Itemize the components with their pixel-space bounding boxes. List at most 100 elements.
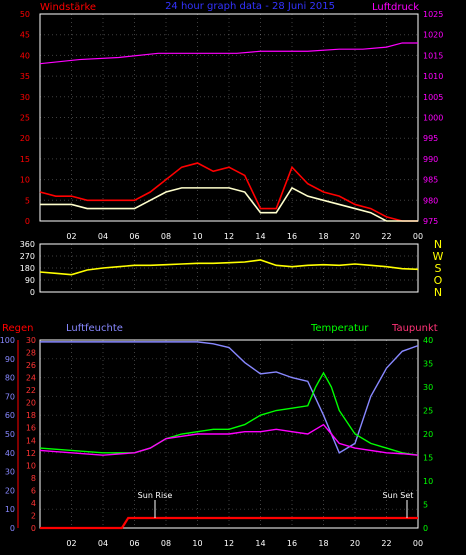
temp-tick-label: 15	[423, 454, 433, 463]
temp-tick-label: 35	[423, 360, 433, 369]
x-tick-label: 10	[192, 232, 202, 241]
series-direction	[39, 259, 419, 276]
y2-tick-label: 1025	[423, 10, 443, 19]
panel1-grid	[39, 13, 419, 222]
y2-tick-label: 1000	[423, 114, 443, 123]
panel2-grid	[39, 243, 419, 293]
panel3-x-axis: 02 04 06 08 10 12 14 16 18 20 22 00	[66, 539, 423, 548]
temp-tick-label: 40	[423, 336, 433, 345]
panel1-left-label: Windstärke	[40, 2, 96, 13]
x-tick-label: 08	[161, 539, 171, 548]
x-tick-label: 12	[224, 539, 234, 548]
x-tick-label: 12	[224, 232, 234, 241]
y-tick-label: 50	[20, 10, 30, 19]
y2-tick-label: 980	[423, 196, 438, 205]
y-tick-label: 270	[20, 252, 35, 261]
panel1-x-axis: 02 04 06 08 10 12 14 16 18 20 22 00	[66, 232, 423, 241]
y-tick-label: 90	[25, 276, 35, 285]
compass-label: N	[434, 286, 442, 299]
x-tick-label: 14	[255, 232, 265, 241]
y-tick-label: 20	[20, 134, 30, 143]
x-tick-label: 06	[129, 232, 139, 241]
panel3-annotations: Sun Rise Sun Set	[138, 491, 414, 518]
panel1-right-axis: 975 980 985 990 995 1000 1005 1010 1015 1020 1025	[423, 10, 443, 226]
y2-tick-label: 985	[423, 176, 438, 185]
humidity-tick-label: 20	[5, 486, 15, 495]
panel1-left-axis: 0 5 10 15 20 25 30 35 40 45 50	[20, 10, 30, 226]
y2-tick-label: 1015	[423, 51, 443, 60]
x-tick-label: 16	[287, 539, 297, 548]
x-tick-label: 18	[318, 539, 328, 548]
rain-tick-label: 16	[26, 424, 36, 433]
series-temperature	[39, 371, 419, 456]
y2-tick-label: 1010	[423, 72, 443, 81]
y-tick-label: 0	[30, 288, 35, 297]
humidity-tick-label: 60	[5, 411, 15, 420]
temp-tick-label: 5	[423, 501, 428, 510]
compass-label: N	[434, 238, 442, 251]
y-tick-label: 5	[25, 196, 30, 205]
panel3-temp-label: Temperatur	[310, 323, 369, 334]
humidity-tick-label: 70	[5, 392, 15, 401]
y-tick-label: 40	[20, 51, 30, 60]
humidity-tick-label: 80	[5, 374, 15, 383]
x-tick-label: 16	[287, 232, 297, 241]
panel3-rain-label: Regen	[2, 323, 34, 334]
rain-tick-label: 22	[26, 386, 36, 395]
x-tick-label: 04	[98, 539, 108, 548]
y-tick-label: 45	[20, 31, 30, 40]
rain-tick-label: 26	[26, 361, 36, 370]
humidity-tick-label: 40	[5, 449, 15, 458]
y-tick-label: 0	[25, 217, 30, 226]
rain-tick-label: 6	[31, 486, 36, 495]
y2-tick-label: 975	[423, 217, 438, 226]
x-tick-label: 20	[350, 539, 360, 548]
panel1-title: 24 hour graph data - 28 Juni 2015	[165, 1, 335, 12]
panel1-right-label: Luftdruck	[372, 2, 419, 13]
humidity-tick-label: 90	[5, 355, 15, 364]
x-tick-label: 04	[98, 232, 108, 241]
temp-tick-label: 25	[423, 407, 433, 416]
compass-label: O	[434, 274, 443, 287]
series-rain	[40, 516, 418, 530]
y2-tick-label: 995	[423, 134, 438, 143]
y-tick-label: 35	[20, 72, 30, 81]
series-wind_gust	[39, 162, 418, 222]
humidity-tick-label: 100	[0, 336, 15, 345]
x-tick-label: 14	[255, 539, 265, 548]
y-tick-label: 180	[20, 264, 35, 273]
x-tick-label: 06	[129, 539, 139, 548]
x-tick-label: 22	[381, 232, 391, 241]
humidity-tick-label: 10	[5, 505, 15, 514]
temp-tick-label: 10	[423, 477, 433, 486]
rain-tick-label: 24	[26, 374, 36, 383]
panel2-frame	[39, 243, 419, 293]
panel3-grid	[39, 339, 419, 529]
x-tick-label: 02	[66, 539, 76, 548]
y-tick-label: 30	[20, 93, 30, 102]
panel3-humidity-label: Luftfeuchte	[66, 323, 123, 334]
panel2-series	[39, 259, 419, 276]
rain-tick-label: 12	[26, 449, 36, 458]
temp-tick-label: 30	[423, 383, 433, 392]
humidity-tick-label: 30	[5, 468, 15, 477]
sunset-label: Sun Set	[383, 491, 414, 500]
panel3-left-axes: 0102030405060708090100024681012141618202…	[0, 336, 36, 533]
compass-label: W	[433, 250, 444, 263]
panel3-frame	[39, 339, 419, 529]
rain-tick-label: 8	[31, 474, 36, 483]
panel2-left-axis: 0 90 180 270 360	[20, 240, 35, 297]
panel3-right-axis: 0 5 10 15 20 25 30 35 40	[423, 336, 433, 533]
y2-tick-label: 1005	[423, 93, 443, 102]
compass-label: S	[435, 262, 442, 275]
x-tick-label: 08	[161, 232, 171, 241]
x-tick-label: 00	[413, 232, 423, 241]
x-tick-label: 18	[318, 232, 328, 241]
humidity-tick-label: 0	[10, 524, 15, 533]
rain-tick-label: 0	[31, 524, 36, 533]
rain-tick-label: 10	[26, 461, 36, 470]
temp-tick-label: 0	[423, 524, 428, 533]
y2-tick-label: 1020	[423, 31, 443, 40]
